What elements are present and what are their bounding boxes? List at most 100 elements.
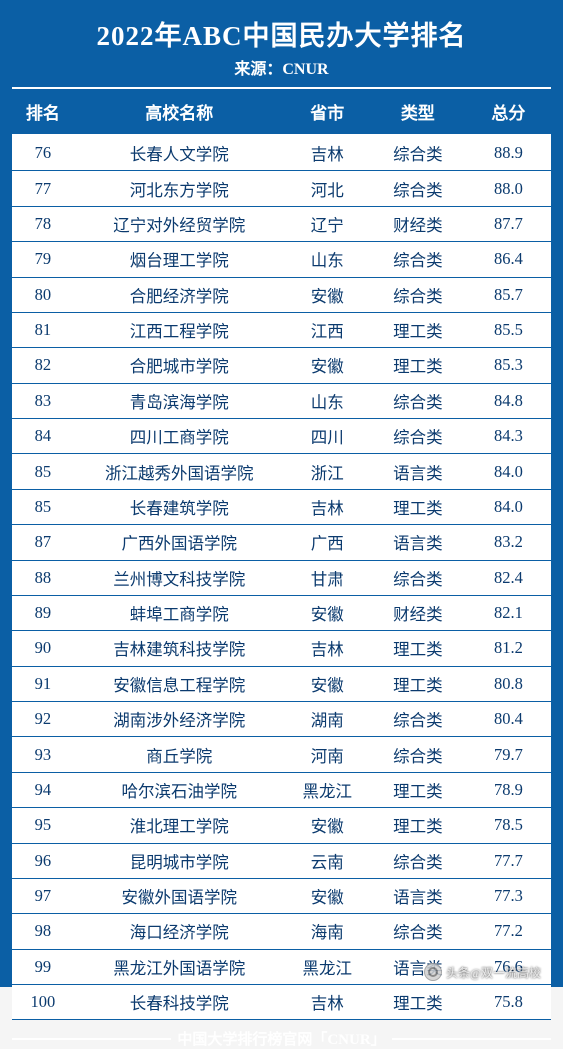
cell-score: 86.4 [466,242,551,277]
cell-rank: 79 [12,242,74,277]
cell-rank: 82 [12,348,74,383]
cell-name: 青岛滨海学院 [74,383,285,418]
cell-type: 理工类 [370,808,466,843]
cell-name: 烟台理工学院 [74,242,285,277]
cell-prov: 山东 [285,383,370,418]
cell-prov: 甘肃 [285,560,370,595]
table-row: 76长春人文学院吉林综合类88.9 [12,135,551,171]
cell-score: 78.5 [466,808,551,843]
cell-prov: 海南 [285,914,370,949]
cell-rank: 90 [12,631,74,666]
cell-rank: 80 [12,277,74,312]
col-header-score: 总分 [466,88,551,135]
ranking-page: 2022年ABC中国民办大学排名 来源：CNUR 排名 高校名称 省市 类型 总… [0,0,563,987]
cell-rank: 93 [12,737,74,772]
cell-prov: 安徽 [285,808,370,843]
cell-rank: 85 [12,454,74,489]
cell-rank: 97 [12,878,74,913]
cell-name: 商丘学院 [74,737,285,772]
table-row: 83青岛滨海学院山东综合类84.8 [12,383,551,418]
cell-rank: 100 [12,985,74,1020]
cell-type: 理工类 [370,985,466,1020]
cell-rank: 92 [12,702,74,737]
table-row: 81江西工程学院江西理工类85.5 [12,312,551,347]
cell-score: 80.4 [466,702,551,737]
table-header: 排名 高校名称 省市 类型 总分 [12,88,551,135]
title-block: 2022年ABC中国民办大学排名 来源：CNUR [0,0,563,87]
cell-prov: 河北 [285,171,370,206]
footer-text: 中国大学排行榜官网「CNUR」 [177,1028,385,1049]
watermark-logo-icon [424,963,442,981]
cell-rank: 83 [12,383,74,418]
table-row: 97安徽外国语学院安徽语言类77.3 [12,878,551,913]
col-header-type: 类型 [370,88,466,135]
cell-prov: 黑龙江 [285,949,370,984]
cell-prov: 安徽 [285,878,370,913]
cell-name: 黑龙江外国语学院 [74,949,285,984]
table-row: 93商丘学院河南综合类79.7 [12,737,551,772]
table-row: 77河北东方学院河北综合类88.0 [12,171,551,206]
cell-name: 四川工商学院 [74,419,285,454]
cell-name: 合肥经济学院 [74,277,285,312]
cell-type: 财经类 [370,206,466,241]
table-row: 87广西外国语学院广西语言类83.2 [12,525,551,560]
cell-name: 长春建筑学院 [74,489,285,524]
cell-rank: 88 [12,560,74,595]
col-header-name: 高校名称 [74,88,285,135]
cell-rank: 84 [12,419,74,454]
cell-score: 80.8 [466,666,551,701]
cell-name: 河北东方学院 [74,171,285,206]
cell-type: 综合类 [370,702,466,737]
cell-score: 84.8 [466,383,551,418]
cell-name: 海口经济学院 [74,914,285,949]
table-row: 90吉林建筑科技学院吉林理工类81.2 [12,631,551,666]
cell-score: 79.7 [466,737,551,772]
cell-type: 理工类 [370,772,466,807]
cell-score: 77.7 [466,843,551,878]
cell-score: 83.2 [466,525,551,560]
cell-type: 语言类 [370,454,466,489]
table-row: 78辽宁对外经贸学院辽宁财经类87.7 [12,206,551,241]
cell-type: 理工类 [370,489,466,524]
cell-type: 理工类 [370,666,466,701]
cell-score: 87.7 [466,206,551,241]
cell-prov: 吉林 [285,489,370,524]
cell-name: 江西工程学院 [74,312,285,347]
cell-prov: 河南 [285,737,370,772]
cell-name: 安徽外国语学院 [74,878,285,913]
cell-name: 辽宁对外经贸学院 [74,206,285,241]
cell-rank: 81 [12,312,74,347]
cell-rank: 85 [12,489,74,524]
cell-prov: 安徽 [285,348,370,383]
cell-name: 长春人文学院 [74,135,285,171]
cell-rank: 94 [12,772,74,807]
cell-score: 88.9 [466,135,551,171]
table-row: 82合肥城市学院安徽理工类85.3 [12,348,551,383]
cell-prov: 安徽 [285,595,370,630]
table-row: 92湖南涉外经济学院湖南综合类80.4 [12,702,551,737]
cell-score: 82.1 [466,595,551,630]
cell-score: 85.7 [466,277,551,312]
cell-type: 综合类 [370,135,466,171]
cell-type: 综合类 [370,560,466,595]
cell-score: 78.9 [466,772,551,807]
cell-prov: 吉林 [285,135,370,171]
cell-rank: 89 [12,595,74,630]
cell-prov: 辽宁 [285,206,370,241]
cell-prov: 浙江 [285,454,370,489]
cell-rank: 78 [12,206,74,241]
cell-prov: 安徽 [285,277,370,312]
page-title: 2022年ABC中国民办大学排名 [0,14,563,53]
footer-rule-right [392,1038,551,1040]
cell-rank: 96 [12,843,74,878]
footer-line: 中国大学排行榜官网「CNUR」 [12,1028,551,1049]
cell-rank: 91 [12,666,74,701]
table-row: 85长春建筑学院吉林理工类84.0 [12,489,551,524]
cell-score: 82.4 [466,560,551,595]
table-row: 85浙江越秀外国语学院浙江语言类84.0 [12,454,551,489]
table-row: 100长春科技学院吉林理工类75.8 [12,985,551,1020]
table-row: 94哈尔滨石油学院黑龙江理工类78.9 [12,772,551,807]
cell-prov: 湖南 [285,702,370,737]
table-wrap: 排名 高校名称 省市 类型 总分 76长春人文学院吉林综合类88.977河北东方… [0,87,563,1020]
table-body: 76长春人文学院吉林综合类88.977河北东方学院河北综合类88.078辽宁对外… [12,135,551,1020]
